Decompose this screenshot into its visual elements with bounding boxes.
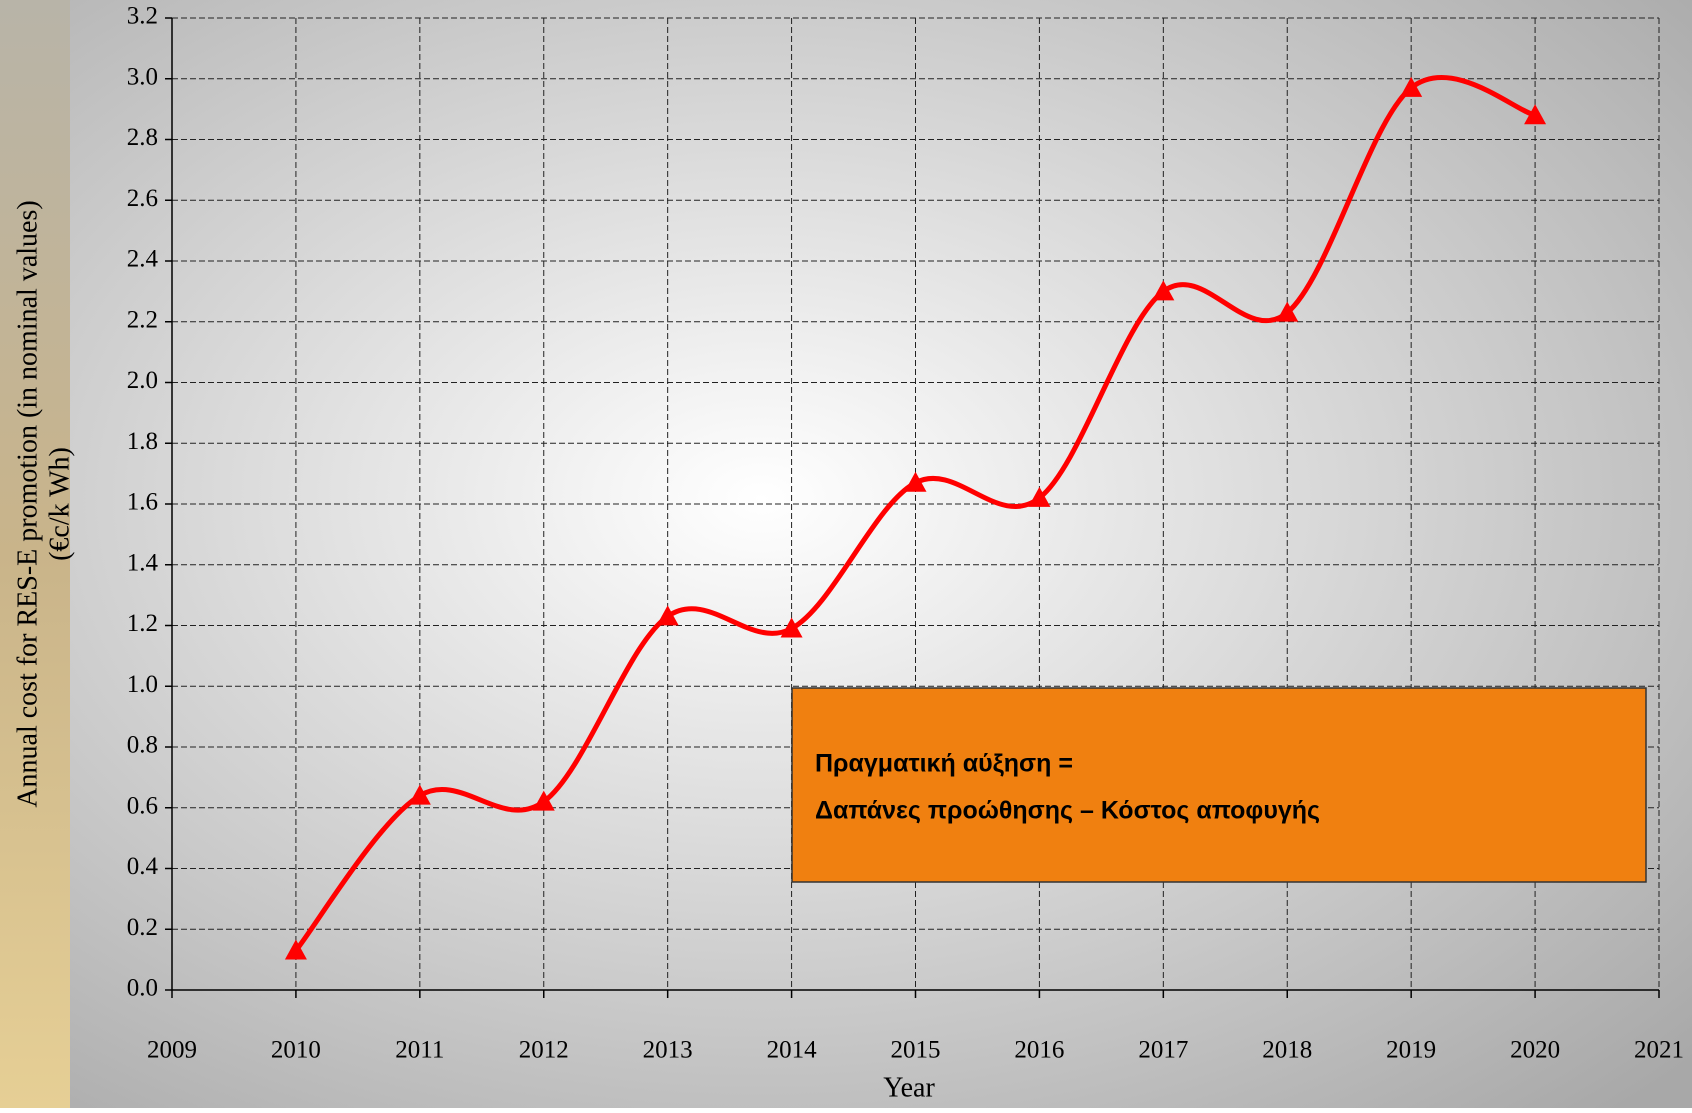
point-marker <box>408 784 431 805</box>
y-tick-label: 0.2 <box>127 914 158 941</box>
side-strip <box>0 0 70 1108</box>
y-tick-label: 3.2 <box>127 3 158 30</box>
point-marker <box>1400 76 1423 97</box>
x-tick-label: 2021 <box>1634 1037 1684 1064</box>
x-axis-title: Year <box>883 1072 935 1103</box>
y-tick-label: 0.6 <box>127 792 158 819</box>
y-tick-label: 1.4 <box>127 549 159 576</box>
annotation-line: Δαπάνες προώθησης – Κόστος αποφυγής <box>815 797 1320 825</box>
point-marker <box>284 939 307 960</box>
annotation-line: Πραγματική αύξηση = <box>815 750 1073 778</box>
y-tick-label: 3.0 <box>127 63 158 90</box>
x-tick-label: 2012 <box>519 1037 569 1064</box>
marks <box>284 75 1547 960</box>
x-tick-label: 2020 <box>1510 1037 1560 1064</box>
x-tick-label: 2011 <box>395 1037 444 1064</box>
y-tick-label: 2.2 <box>127 306 158 333</box>
y-tick-label: 1.2 <box>127 610 158 637</box>
y-tick-label: 0.4 <box>127 853 159 880</box>
annotation-box <box>791 687 1647 883</box>
point-marker <box>1028 486 1051 507</box>
point-marker <box>1152 280 1175 301</box>
y-axis-title: (€c/k Wh) <box>44 447 75 561</box>
point-marker <box>780 617 803 638</box>
y-tick-label: 2.8 <box>127 124 158 151</box>
x-tick-label: 2018 <box>1262 1037 1312 1064</box>
point-marker <box>532 790 555 811</box>
y-tick-label: 2.4 <box>127 246 159 273</box>
x-tick-label: 2015 <box>891 1037 941 1064</box>
y-tick-label: 0.8 <box>127 732 158 759</box>
x-tick-label: 2014 <box>767 1037 818 1064</box>
point-marker <box>904 471 927 492</box>
y-tick-label: 0.0 <box>127 975 158 1002</box>
x-tick-label: 2013 <box>643 1037 693 1064</box>
y-tick-label: 2.6 <box>127 185 158 212</box>
x-tick-label: 2009 <box>147 1037 197 1064</box>
y-tick-label: 2.0 <box>127 367 158 394</box>
x-tick-label: 2016 <box>1014 1037 1064 1064</box>
point-marker <box>1276 301 1299 322</box>
point-marker <box>1524 104 1547 125</box>
y-tick-label: 1.0 <box>127 671 158 698</box>
y-axis-title: Annual cost for RES-E promotion (in nomi… <box>12 200 43 807</box>
y-tick-label: 1.6 <box>127 489 158 516</box>
x-tick-label: 2019 <box>1386 1037 1436 1064</box>
x-tick-label: 2010 <box>271 1037 321 1064</box>
x-tick-label: 2017 <box>1138 1037 1188 1064</box>
point-marker <box>656 605 679 626</box>
y-tick-label: 1.8 <box>127 428 158 455</box>
